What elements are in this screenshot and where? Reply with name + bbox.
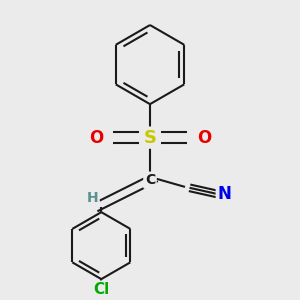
Text: C: C: [145, 173, 155, 187]
Text: H: H: [86, 191, 98, 206]
Text: S: S: [143, 129, 157, 147]
Text: O: O: [89, 129, 103, 147]
Text: N: N: [218, 185, 232, 203]
Text: Cl: Cl: [93, 282, 110, 297]
Text: O: O: [197, 129, 211, 147]
